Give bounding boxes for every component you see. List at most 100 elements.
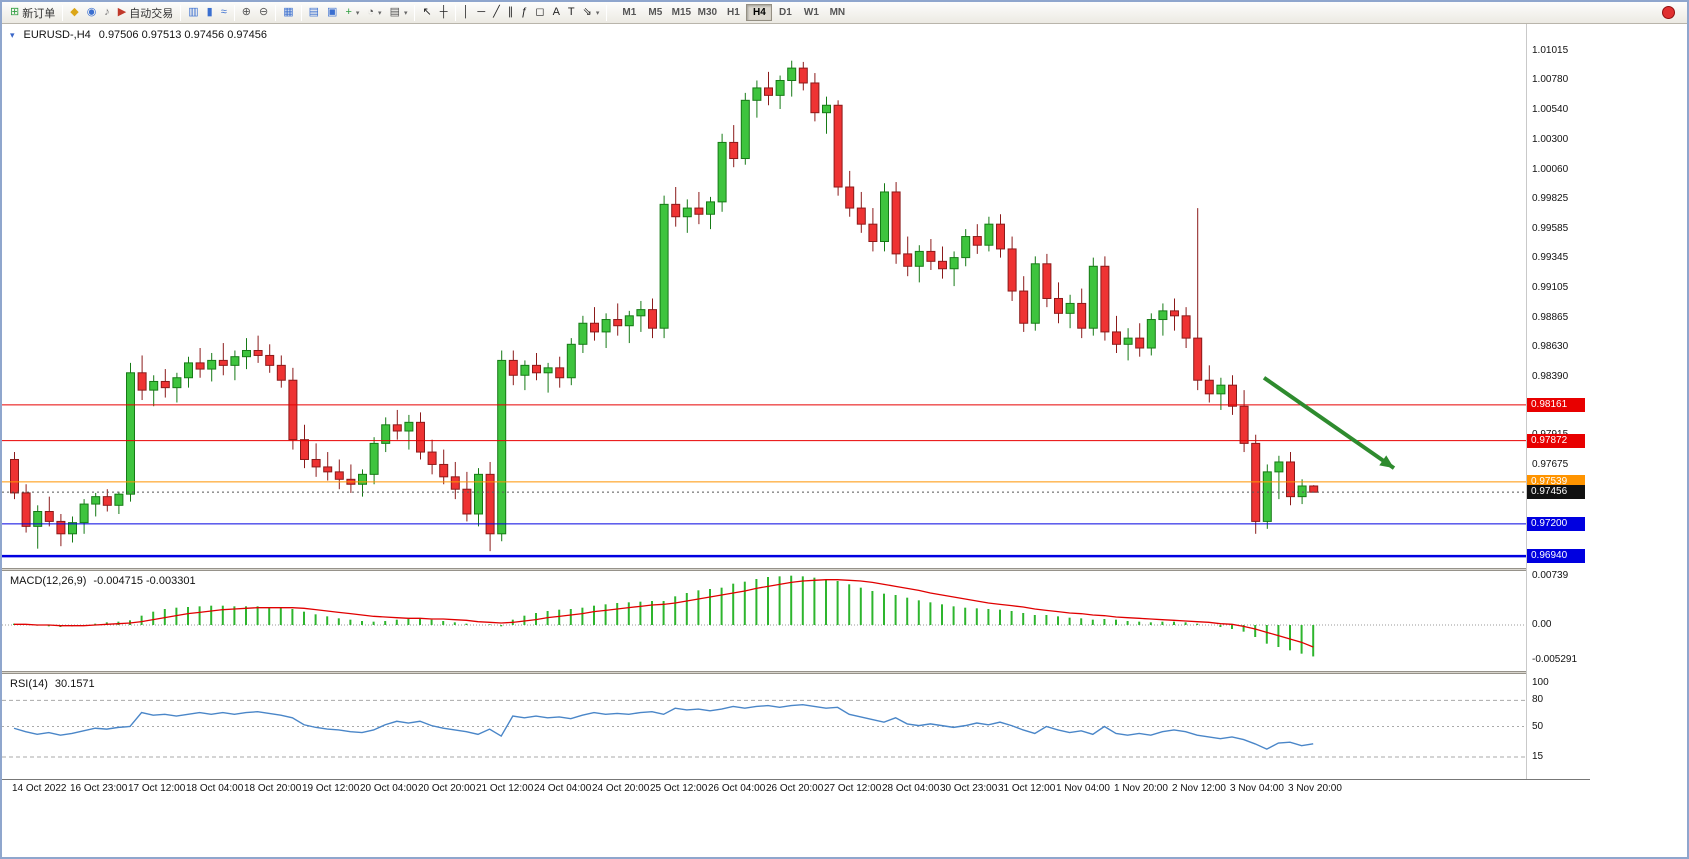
alerts-icon: ♪: [104, 6, 110, 18]
timeframe-m5-button[interactable]: M5: [642, 4, 668, 21]
candle-body: [1054, 297, 1063, 314]
timeframe-mn-button[interactable]: MN: [824, 4, 850, 21]
timeframe-m1-button[interactable]: M1: [616, 4, 642, 21]
rsi-axis-label: 80: [1532, 694, 1544, 706]
time-axis-label: 27 Oct 12:00: [824, 783, 882, 794]
zoom-out-button[interactable]: ⊖: [255, 4, 272, 22]
tile-windows-button[interactable]: ▦: [279, 4, 297, 22]
new-order-button[interactable]: ⊞ 新订单: [6, 4, 59, 22]
toolbar-separator: [414, 4, 416, 21]
line-chart-button[interactable]: ≈: [217, 4, 231, 22]
timeframe-m30-button[interactable]: M30: [694, 4, 720, 21]
timeframe-toolbar: M1 M5 M15 M30 H1 H4 D1 W1 MN: [616, 4, 850, 21]
trendline-icon: ╱: [493, 6, 500, 18]
community-button[interactable]: ◉: [83, 4, 101, 22]
candle-body: [682, 207, 692, 218]
dropdown-caret-icon: ▾: [403, 9, 408, 17]
fibonacci-button[interactable]: ƒ: [517, 4, 531, 22]
candle-body: [1112, 331, 1121, 345]
timeframe-m15-button[interactable]: M15: [668, 4, 694, 21]
time-axis-label: 1 Nov 04:00: [1056, 783, 1110, 794]
add-indicator-button[interactable]: + ▾: [341, 4, 363, 22]
data-window-icon: ▣: [327, 6, 338, 18]
alerts-button[interactable]: ♪: [100, 4, 114, 22]
timeframe-w1-button[interactable]: W1: [798, 4, 824, 21]
autotrading-button[interactable]: ▶ 自动交易: [114, 4, 177, 22]
candle-body: [334, 471, 344, 480]
price-chart-panel: ▾ EURUSD-,H4 0.97506 0.97513 0.97456 0.9…: [2, 24, 1526, 568]
candle-body: [21, 492, 31, 527]
candle-body: [474, 473, 483, 515]
zoom-in-button[interactable]: ⊕: [238, 4, 255, 22]
candle-body: [914, 250, 924, 267]
macd-axis-label: -0.005291: [1532, 654, 1578, 666]
price-axis-label: 1.00300: [1532, 133, 1569, 145]
candle-body: [764, 87, 773, 96]
price-chart-canvas[interactable]: [2, 24, 1526, 568]
candle-body: [195, 362, 205, 370]
price-axis[interactable]: 1.01015 1.00780 1.00540 1.00300 1.00060 0.998…: [1526, 24, 1590, 779]
toolbar-separator: [454, 4, 456, 21]
rsi-title: RSI(14) 30.1571: [10, 678, 95, 690]
timeframe-h1-button[interactable]: H1: [720, 4, 746, 21]
dropdown-caret-icon: ▾: [595, 9, 600, 17]
candle-body: [1181, 315, 1191, 339]
shapes-icon: ◻: [535, 6, 545, 18]
price-axis-label: 0.98630: [1532, 340, 1569, 352]
templates-button[interactable]: ▤ ▾: [386, 4, 412, 22]
indicator-window-icon: ▤: [308, 6, 320, 18]
channel-button[interactable]: ∥: [504, 4, 518, 22]
rsi-canvas[interactable]: [2, 674, 1526, 779]
periods-button[interactable]: ◔ ▾: [363, 4, 385, 22]
text-label-button[interactable]: T: [564, 4, 579, 22]
time-axis[interactable]: 14 Oct 2022 16 Oct 23:00 17 Oct 12:00 18 Oc…: [2, 779, 1590, 798]
candle-body: [613, 319, 623, 327]
price-axis-label: 1.01015: [1532, 45, 1569, 57]
trend-arrow-annotation[interactable]: [1262, 376, 1396, 470]
indicator-window-button[interactable]: ▤: [305, 4, 323, 22]
connection-status-icon[interactable]: [1662, 6, 1675, 19]
resistance-line-upper-tag: 0.98161: [1527, 397, 1585, 412]
time-axis-label: 24 Oct 20:00: [592, 783, 650, 794]
rsi-label: RSI(14): [10, 678, 48, 690]
candle-body: [276, 364, 286, 381]
candle-body: [1170, 310, 1179, 317]
one-click-trading-toggle[interactable]: ▾: [10, 29, 15, 40]
periods-icon: ◔: [367, 6, 375, 18]
panel-splitter-1[interactable]: [2, 568, 1590, 571]
candle-body: [833, 104, 843, 188]
candle-body: [1216, 384, 1226, 395]
crosshair-button[interactable]: ┼: [436, 4, 452, 22]
timeframe-d1-button[interactable]: D1: [772, 4, 798, 21]
toolbar-buttons: ⊞ 新订单 ◆ ◉ ♪ ▶ 自动交易 ▥ ▮ ≈ ⊕ ⊖ ▦ ▤ ▣ + ▾ ◔ ▾ ▤ ▾ ↖ ┼ │ ─ ╱ ∥ ƒ ◻ A T ⇘ ▾: [6, 4, 610, 22]
candle-body: [1042, 263, 1052, 299]
macd-values: -0.004715 -0.003301: [93, 575, 196, 587]
candle-body: [1088, 265, 1098, 329]
new-order-icon: ⊞: [10, 6, 20, 18]
text-button[interactable]: A: [549, 4, 564, 22]
candle-body: [358, 473, 367, 485]
time-axis-label: 26 Oct 20:00: [766, 783, 824, 794]
candle-body: [996, 223, 1005, 250]
candlestick-chart-button[interactable]: ▮: [203, 4, 217, 22]
candle-body: [740, 99, 750, 160]
shapes-button[interactable]: ◻: [531, 4, 548, 22]
candle-body: [1158, 310, 1168, 321]
candle-body: [717, 141, 727, 203]
horizontal-line-button[interactable]: ─: [473, 4, 489, 22]
trendline-button[interactable]: ╱: [489, 4, 504, 22]
candle-body: [33, 511, 43, 527]
panel-splitter-2[interactable]: [2, 671, 1590, 674]
timeframe-h4-button[interactable]: H4: [746, 4, 773, 21]
candle-body: [601, 319, 611, 333]
candle-body: [984, 223, 994, 246]
cursor-button[interactable]: ↖: [418, 4, 435, 22]
data-window-button[interactable]: ▣: [323, 4, 341, 22]
macd-canvas[interactable]: [2, 571, 1526, 671]
metaeditor-button[interactable]: ◆: [66, 4, 82, 22]
arrow-object-button[interactable]: ⇘ ▾: [579, 4, 604, 22]
fibonacci-icon: ƒ: [521, 6, 528, 18]
bar-chart-button[interactable]: ▥: [184, 4, 202, 22]
vertical-line-button[interactable]: │: [459, 4, 474, 22]
toolbar-separator: [275, 4, 277, 21]
